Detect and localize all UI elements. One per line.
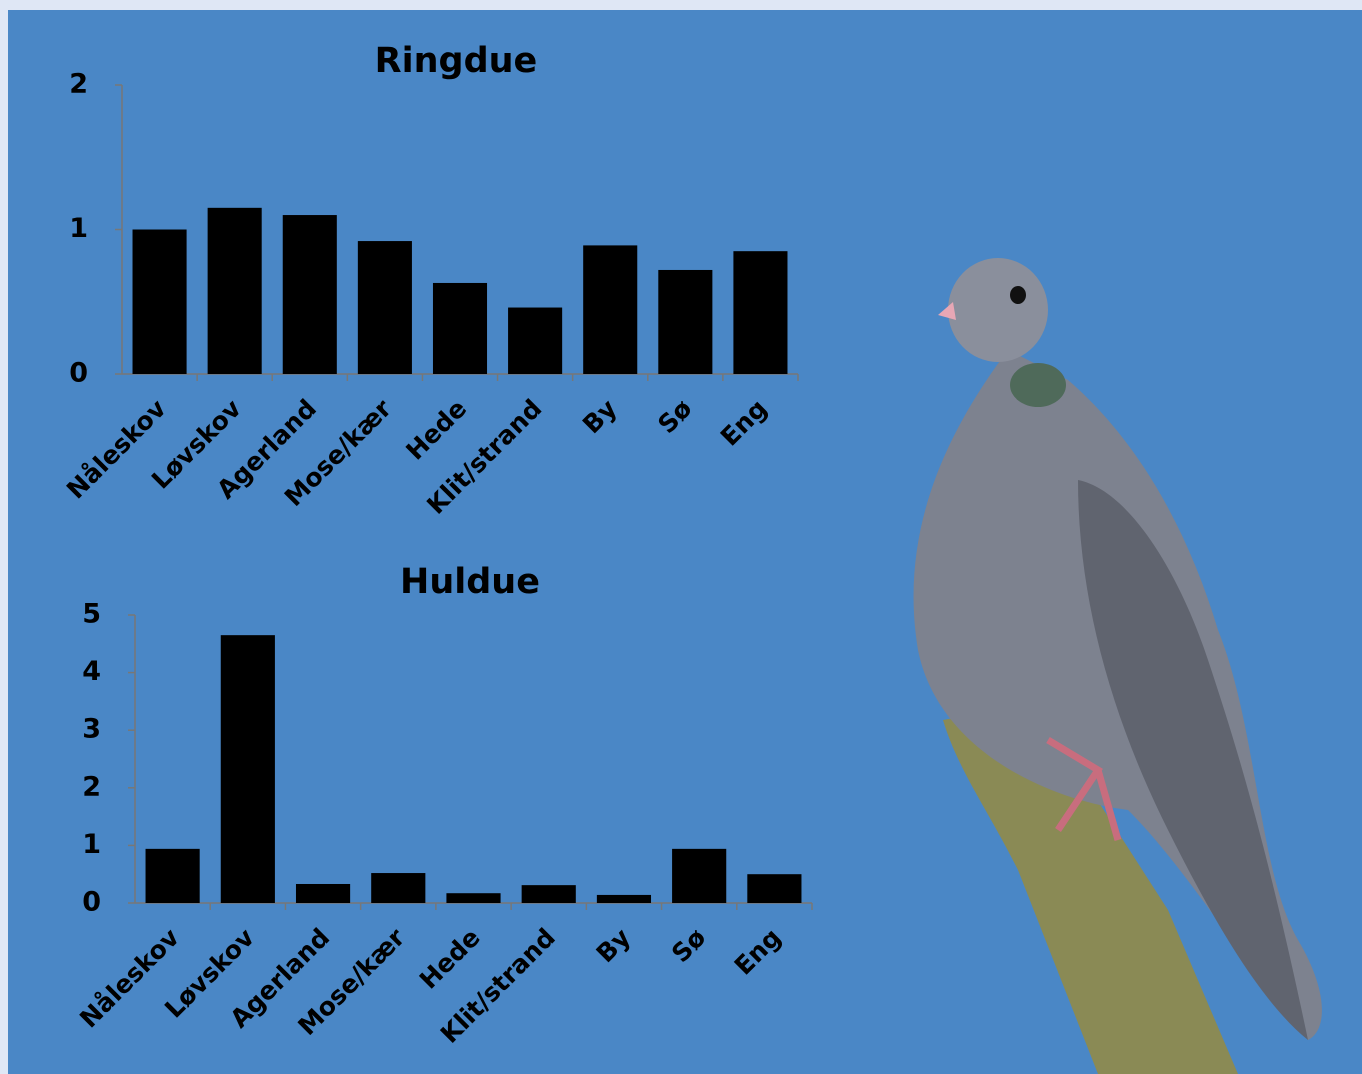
bar: [733, 251, 787, 374]
bar: [358, 241, 412, 374]
bar: [296, 884, 350, 903]
bar: [747, 874, 801, 903]
bar: [208, 208, 262, 374]
y-tick-label: 2: [69, 69, 88, 100]
bar: [446, 893, 500, 903]
chart-title: Huldue: [400, 562, 540, 602]
neck-patch: [1010, 363, 1066, 407]
chart-panel: Ringdue012NåleskovLøvskovAgerlandMose/kæ…: [8, 10, 1362, 1074]
y-tick-label: 2: [82, 771, 101, 802]
bar: [371, 873, 425, 903]
bar: [133, 230, 187, 375]
bar: [433, 283, 487, 374]
bar: [597, 895, 651, 903]
bar: [583, 245, 637, 374]
y-tick-label: 0: [69, 358, 88, 389]
y-tick-label: 3: [82, 714, 101, 745]
bar: [508, 308, 562, 374]
bar: [283, 215, 337, 374]
eye: [1010, 286, 1026, 304]
y-tick-label: 4: [82, 656, 101, 687]
page: {"chart_data": [ {"type": "bar", "title"…: [0, 0, 1362, 1074]
bar: [146, 849, 200, 903]
y-tick-label: 1: [69, 213, 88, 244]
bar: [672, 849, 726, 903]
chart-title: Ringdue: [375, 41, 538, 81]
bar: [658, 270, 712, 374]
bar: [221, 635, 275, 903]
head: [948, 258, 1048, 362]
y-tick-label: 0: [82, 887, 101, 918]
y-tick-label: 5: [82, 599, 101, 630]
bar: [522, 885, 576, 903]
y-tick-label: 1: [82, 829, 101, 860]
